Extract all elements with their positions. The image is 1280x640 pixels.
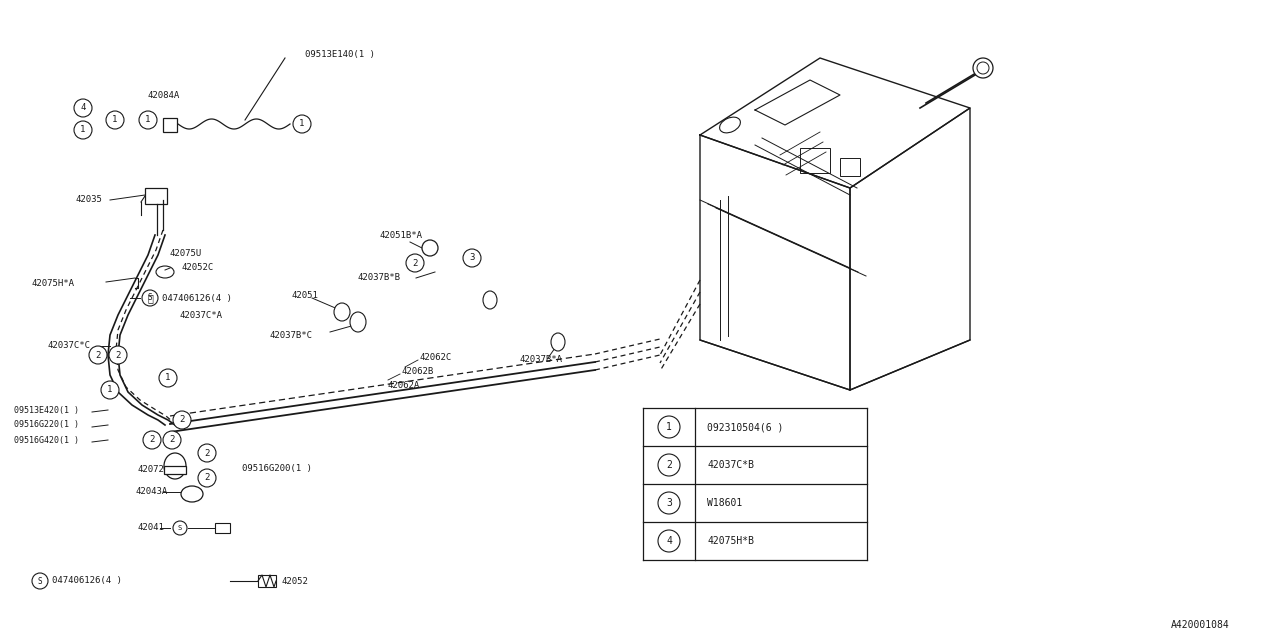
Text: 42084A: 42084A	[148, 90, 180, 99]
Text: 047406126(4 ): 047406126(4 )	[163, 294, 232, 303]
Text: 2: 2	[666, 460, 672, 470]
Text: 42037C*C: 42037C*C	[49, 340, 91, 349]
Text: 42037B*C: 42037B*C	[270, 330, 314, 339]
Text: 42035: 42035	[76, 195, 102, 205]
Text: 42041: 42041	[138, 524, 165, 532]
Circle shape	[142, 290, 157, 306]
Circle shape	[198, 469, 216, 487]
Circle shape	[658, 530, 680, 552]
FancyBboxPatch shape	[164, 466, 186, 474]
Text: 1: 1	[113, 115, 118, 125]
Text: 1: 1	[81, 125, 86, 134]
Text: 2: 2	[150, 435, 155, 445]
Ellipse shape	[334, 303, 349, 321]
FancyBboxPatch shape	[259, 575, 276, 587]
Text: A420001084: A420001084	[1171, 620, 1230, 630]
Circle shape	[293, 115, 311, 133]
Ellipse shape	[550, 333, 564, 351]
Text: 42037C*B: 42037C*B	[707, 460, 754, 470]
Text: 42037B*B: 42037B*B	[358, 273, 401, 282]
Circle shape	[173, 521, 187, 535]
Ellipse shape	[349, 312, 366, 332]
Text: 42037B*A: 42037B*A	[520, 355, 563, 365]
Circle shape	[143, 431, 161, 449]
Circle shape	[90, 346, 108, 364]
Circle shape	[109, 346, 127, 364]
Circle shape	[101, 381, 119, 399]
Ellipse shape	[483, 291, 497, 309]
Text: 1: 1	[165, 374, 170, 383]
Text: 42051: 42051	[292, 291, 319, 300]
Text: 2: 2	[95, 351, 101, 360]
Text: 42052C: 42052C	[182, 264, 214, 273]
Text: 2: 2	[179, 415, 184, 424]
Text: 2: 2	[205, 474, 210, 483]
Circle shape	[74, 121, 92, 139]
Circle shape	[198, 444, 216, 462]
Circle shape	[658, 454, 680, 476]
Text: W18601: W18601	[707, 498, 742, 508]
Text: 4: 4	[666, 536, 672, 546]
Text: 42052: 42052	[282, 577, 308, 586]
Text: 42062A: 42062A	[388, 381, 420, 390]
Text: S: S	[37, 577, 42, 586]
Ellipse shape	[180, 486, 204, 502]
Text: 09516G420(1 ): 09516G420(1 )	[14, 435, 79, 445]
Text: 42062C: 42062C	[420, 353, 452, 362]
Text: 42075H*A: 42075H*A	[32, 278, 76, 287]
Ellipse shape	[164, 453, 186, 479]
Text: 3: 3	[470, 253, 475, 262]
Circle shape	[973, 58, 993, 78]
Circle shape	[140, 111, 157, 129]
Circle shape	[406, 254, 424, 272]
Text: S: S	[178, 525, 182, 531]
Text: S: S	[147, 294, 152, 303]
Text: 42043A: 42043A	[134, 488, 168, 497]
FancyBboxPatch shape	[215, 523, 230, 533]
Text: 42062B: 42062B	[402, 367, 434, 376]
Text: 1: 1	[146, 115, 151, 125]
Text: 2: 2	[169, 435, 174, 445]
Text: 047406126(4 ): 047406126(4 )	[52, 577, 122, 586]
Text: 42075H*B: 42075H*B	[707, 536, 754, 546]
Text: 42051B*A: 42051B*A	[380, 230, 422, 239]
Circle shape	[74, 99, 92, 117]
Text: Ⓢ: Ⓢ	[147, 293, 152, 303]
Circle shape	[163, 431, 180, 449]
Text: 09513E420(1 ): 09513E420(1 )	[14, 406, 79, 415]
Text: 2: 2	[412, 259, 417, 268]
Circle shape	[658, 416, 680, 438]
Circle shape	[463, 249, 481, 267]
Text: 4: 4	[81, 104, 86, 113]
Circle shape	[658, 492, 680, 514]
Text: 42072: 42072	[138, 465, 165, 474]
Text: 09516G220(1 ): 09516G220(1 )	[14, 420, 79, 429]
Text: 2: 2	[115, 351, 120, 360]
Circle shape	[173, 411, 191, 429]
Text: 09513E140(1 ): 09513E140(1 )	[305, 51, 375, 60]
Circle shape	[106, 111, 124, 129]
Text: 092310504(6 ): 092310504(6 )	[707, 422, 783, 432]
Text: 2: 2	[205, 449, 210, 458]
Text: 09516G200(1 ): 09516G200(1 )	[242, 463, 312, 472]
Text: 42037C*A: 42037C*A	[180, 310, 223, 319]
Circle shape	[32, 573, 49, 589]
Text: 1: 1	[666, 422, 672, 432]
Text: 1: 1	[300, 120, 305, 129]
Text: 3: 3	[666, 498, 672, 508]
Circle shape	[422, 240, 438, 256]
Text: 42075U: 42075U	[170, 248, 202, 257]
Text: 1: 1	[108, 385, 113, 394]
Circle shape	[159, 369, 177, 387]
